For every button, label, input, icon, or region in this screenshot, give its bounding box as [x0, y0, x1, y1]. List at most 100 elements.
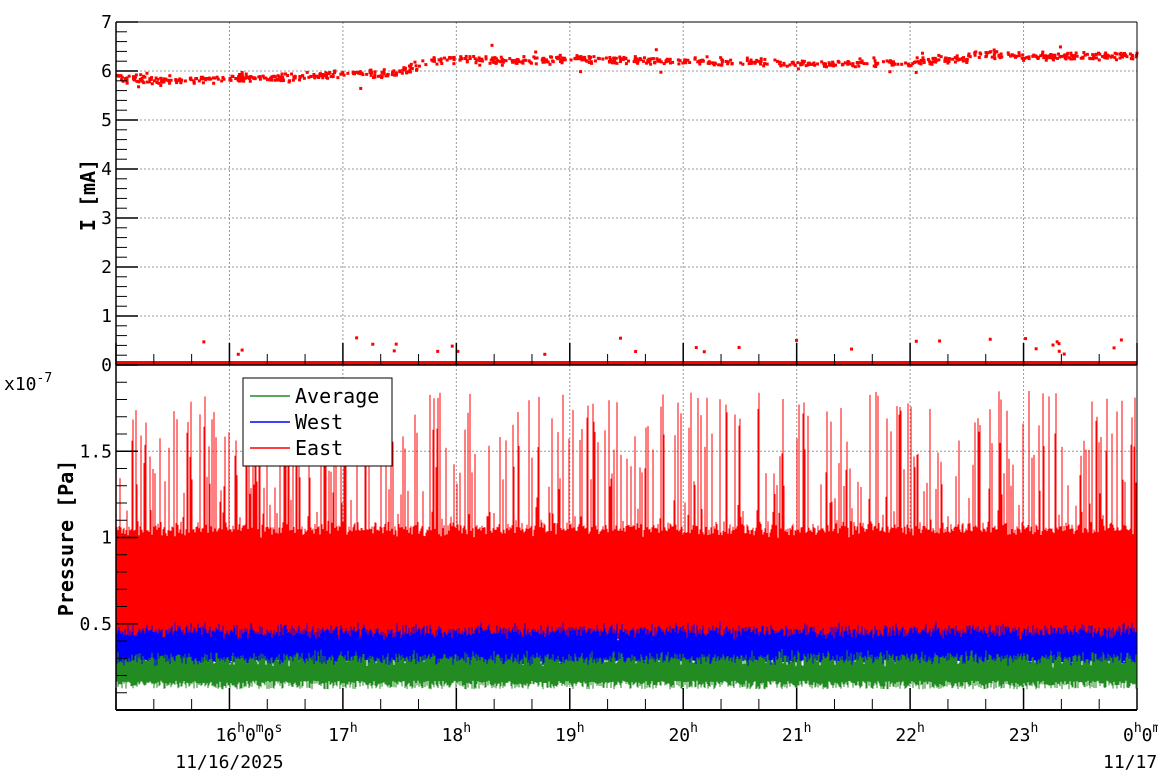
- current-point: [930, 62, 934, 66]
- current-point: [651, 57, 655, 61]
- current-zero-series: [116, 361, 1137, 366]
- current-point: [443, 56, 447, 60]
- current-point: [779, 64, 783, 68]
- current-point: [302, 76, 306, 80]
- current-point: [721, 59, 725, 63]
- current-point: [615, 61, 619, 65]
- current-point: [478, 59, 482, 63]
- current-point: [1034, 347, 1038, 351]
- legend: Average West East: [242, 377, 393, 467]
- current-point: [790, 61, 794, 65]
- current-point: [560, 61, 564, 65]
- current-point: [800, 62, 804, 66]
- current-point: [953, 60, 957, 64]
- current-point: [938, 339, 942, 343]
- current-point: [992, 48, 996, 52]
- current-point: [325, 76, 329, 80]
- current-point: [215, 75, 219, 79]
- current-point: [138, 77, 142, 81]
- current-point: [212, 76, 216, 80]
- current-point: [140, 77, 144, 81]
- current-point: [750, 60, 754, 64]
- current-point: [331, 72, 335, 76]
- current-point: [220, 79, 224, 83]
- current-point: [493, 56, 497, 60]
- current-point: [920, 58, 924, 62]
- current-point: [403, 68, 407, 72]
- current-point: [346, 71, 350, 75]
- current-point: [242, 79, 246, 83]
- current-point: [993, 51, 997, 55]
- current-point: [333, 69, 337, 73]
- current-point: [318, 73, 322, 77]
- current-point: [408, 70, 412, 74]
- current-point: [202, 77, 206, 81]
- current-point: [1057, 342, 1061, 346]
- current-point: [872, 56, 876, 60]
- current-point: [452, 55, 456, 59]
- current-point: [622, 55, 626, 59]
- current-point: [965, 60, 969, 64]
- current-point: [893, 62, 897, 66]
- current-point: [524, 58, 528, 62]
- current-point: [865, 62, 869, 66]
- current-point: [1064, 53, 1068, 57]
- current-point: [636, 61, 640, 65]
- current-point: [243, 76, 247, 80]
- current-point: [724, 59, 728, 63]
- current-point: [729, 58, 733, 62]
- current-point: [373, 70, 377, 74]
- current-point: [178, 77, 182, 81]
- current-point: [403, 66, 407, 70]
- current-point: [415, 68, 419, 72]
- current-point: [955, 54, 959, 58]
- current-point: [309, 74, 313, 78]
- current-point: [293, 74, 297, 78]
- current-point: [848, 62, 852, 66]
- x-tick-label: 18h: [442, 721, 472, 746]
- current-point: [693, 56, 697, 60]
- current-point: [283, 72, 287, 76]
- current-point: [1045, 55, 1049, 59]
- current-point: [934, 60, 938, 64]
- current-point: [1110, 54, 1114, 58]
- x-tick-label: 23h: [1009, 721, 1039, 746]
- current-point: [132, 75, 136, 79]
- current-point: [435, 62, 439, 66]
- current-point: [1118, 56, 1122, 60]
- y-tick-label: 3: [101, 208, 112, 229]
- current-point: [775, 59, 779, 63]
- current-point: [597, 57, 601, 61]
- current-point: [459, 55, 463, 59]
- current-point: [440, 61, 444, 65]
- current-point: [1071, 54, 1075, 58]
- current-point: [1124, 53, 1128, 57]
- current-point: [468, 55, 472, 59]
- current-point: [143, 75, 147, 79]
- current-point: [312, 72, 316, 76]
- current-point: [321, 76, 325, 80]
- current-point: [484, 55, 488, 59]
- current-point: [806, 63, 810, 67]
- current-point: [365, 72, 369, 76]
- current-point: [575, 57, 579, 61]
- current-point: [749, 58, 753, 62]
- current-point: [843, 61, 847, 65]
- current-point: [275, 77, 279, 81]
- current-point: [168, 81, 172, 85]
- current-point: [120, 78, 124, 82]
- current-point: [376, 74, 380, 78]
- current-point: [726, 62, 730, 66]
- current-point: [458, 58, 462, 62]
- current-point: [655, 57, 659, 61]
- current-point: [649, 62, 653, 66]
- current-point: [154, 76, 158, 80]
- current-point: [156, 77, 160, 81]
- current-point: [678, 59, 682, 63]
- current-point: [273, 78, 277, 82]
- current-point: [445, 58, 449, 62]
- current-point: [978, 51, 982, 55]
- current-point: [1027, 55, 1031, 59]
- current-point: [252, 76, 256, 80]
- current-point: [911, 62, 915, 66]
